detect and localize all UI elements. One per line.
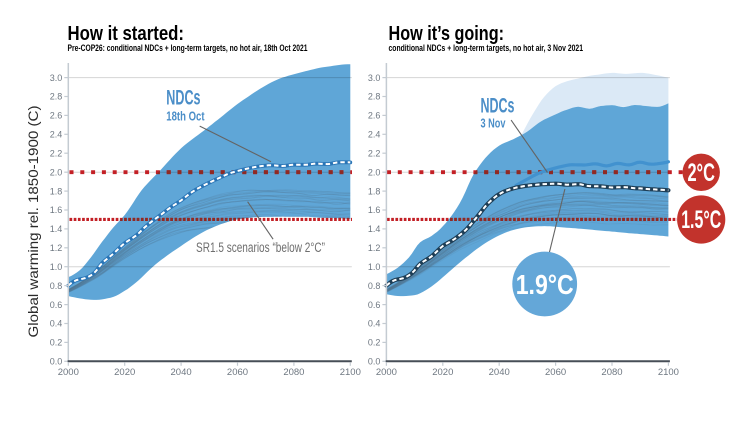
svg-text:0.4: 0.4	[368, 319, 381, 329]
svg-text:0.4: 0.4	[50, 319, 63, 329]
svg-text:1.5°C: 1.5°C	[681, 206, 721, 234]
svg-text:1.8: 1.8	[50, 186, 63, 196]
svg-text:1.4: 1.4	[50, 224, 63, 234]
svg-text:1.6: 1.6	[50, 205, 63, 215]
svg-text:2080: 2080	[283, 367, 304, 378]
svg-text:Pre-COP26: conditional NDCs +: Pre-COP26: conditional NDCs + long-term …	[68, 43, 308, 54]
svg-text:2.6: 2.6	[368, 111, 381, 121]
svg-text:1.0: 1.0	[368, 262, 381, 272]
svg-text:0.2: 0.2	[50, 338, 63, 348]
svg-text:1.9°C: 1.9°C	[516, 269, 574, 300]
svg-text:2060: 2060	[545, 367, 566, 378]
svg-text:2040: 2040	[171, 367, 192, 378]
svg-text:2100: 2100	[658, 367, 679, 378]
svg-text:2.0: 2.0	[368, 167, 381, 177]
svg-text:2020: 2020	[114, 367, 135, 378]
svg-text:How it started:: How it started:	[68, 22, 185, 45]
svg-text:2000: 2000	[58, 367, 79, 378]
svg-text:0.0: 0.0	[368, 357, 381, 367]
svg-text:2.0: 2.0	[50, 167, 63, 177]
svg-text:18th Oct: 18th Oct	[166, 109, 205, 124]
svg-text:Global warming rel. 1850-1900: Global warming rel. 1850-1900 (C)	[26, 106, 41, 338]
svg-text:2°C: 2°C	[687, 159, 715, 187]
svg-text:2.8: 2.8	[50, 92, 63, 102]
svg-text:0.6: 0.6	[50, 300, 63, 310]
svg-text:1.6: 1.6	[368, 205, 381, 215]
svg-text:2.2: 2.2	[368, 148, 381, 158]
svg-text:0.8: 0.8	[368, 281, 381, 291]
svg-text:3.0: 3.0	[50, 73, 63, 83]
svg-text:2.4: 2.4	[368, 130, 381, 140]
svg-text:3.0: 3.0	[368, 73, 381, 83]
svg-text:conditional NDCs + long-term t: conditional NDCs + long-term targets, no…	[389, 43, 584, 54]
svg-text:2.6: 2.6	[50, 111, 63, 121]
svg-text:0.0: 0.0	[50, 357, 63, 367]
svg-text:1.2: 1.2	[368, 243, 381, 253]
svg-text:2000: 2000	[376, 367, 397, 378]
svg-text:1.2: 1.2	[50, 243, 63, 253]
svg-text:2060: 2060	[227, 367, 248, 378]
svg-text:2100: 2100	[340, 367, 361, 378]
svg-text:How it’s going:: How it’s going:	[389, 22, 505, 45]
svg-text:2.8: 2.8	[368, 92, 381, 102]
svg-text:2.2: 2.2	[50, 148, 63, 158]
svg-text:1.8: 1.8	[368, 186, 381, 196]
svg-text:SR1.5 scenarios “below 2°C”: SR1.5 scenarios “below 2°C”	[196, 240, 325, 255]
svg-text:0.2: 0.2	[368, 338, 381, 348]
svg-text:2040: 2040	[489, 367, 510, 378]
svg-text:3 Nov: 3 Nov	[481, 116, 507, 131]
svg-text:NDCs: NDCs	[481, 94, 515, 118]
svg-text:1.0: 1.0	[50, 262, 63, 272]
svg-text:2.4: 2.4	[50, 130, 63, 140]
svg-text:2080: 2080	[601, 367, 622, 378]
svg-text:NDCs: NDCs	[166, 86, 200, 110]
svg-text:0.8: 0.8	[50, 281, 63, 291]
svg-text:0.6: 0.6	[368, 300, 381, 310]
svg-text:1.4: 1.4	[368, 224, 381, 234]
svg-text:2020: 2020	[432, 367, 453, 378]
